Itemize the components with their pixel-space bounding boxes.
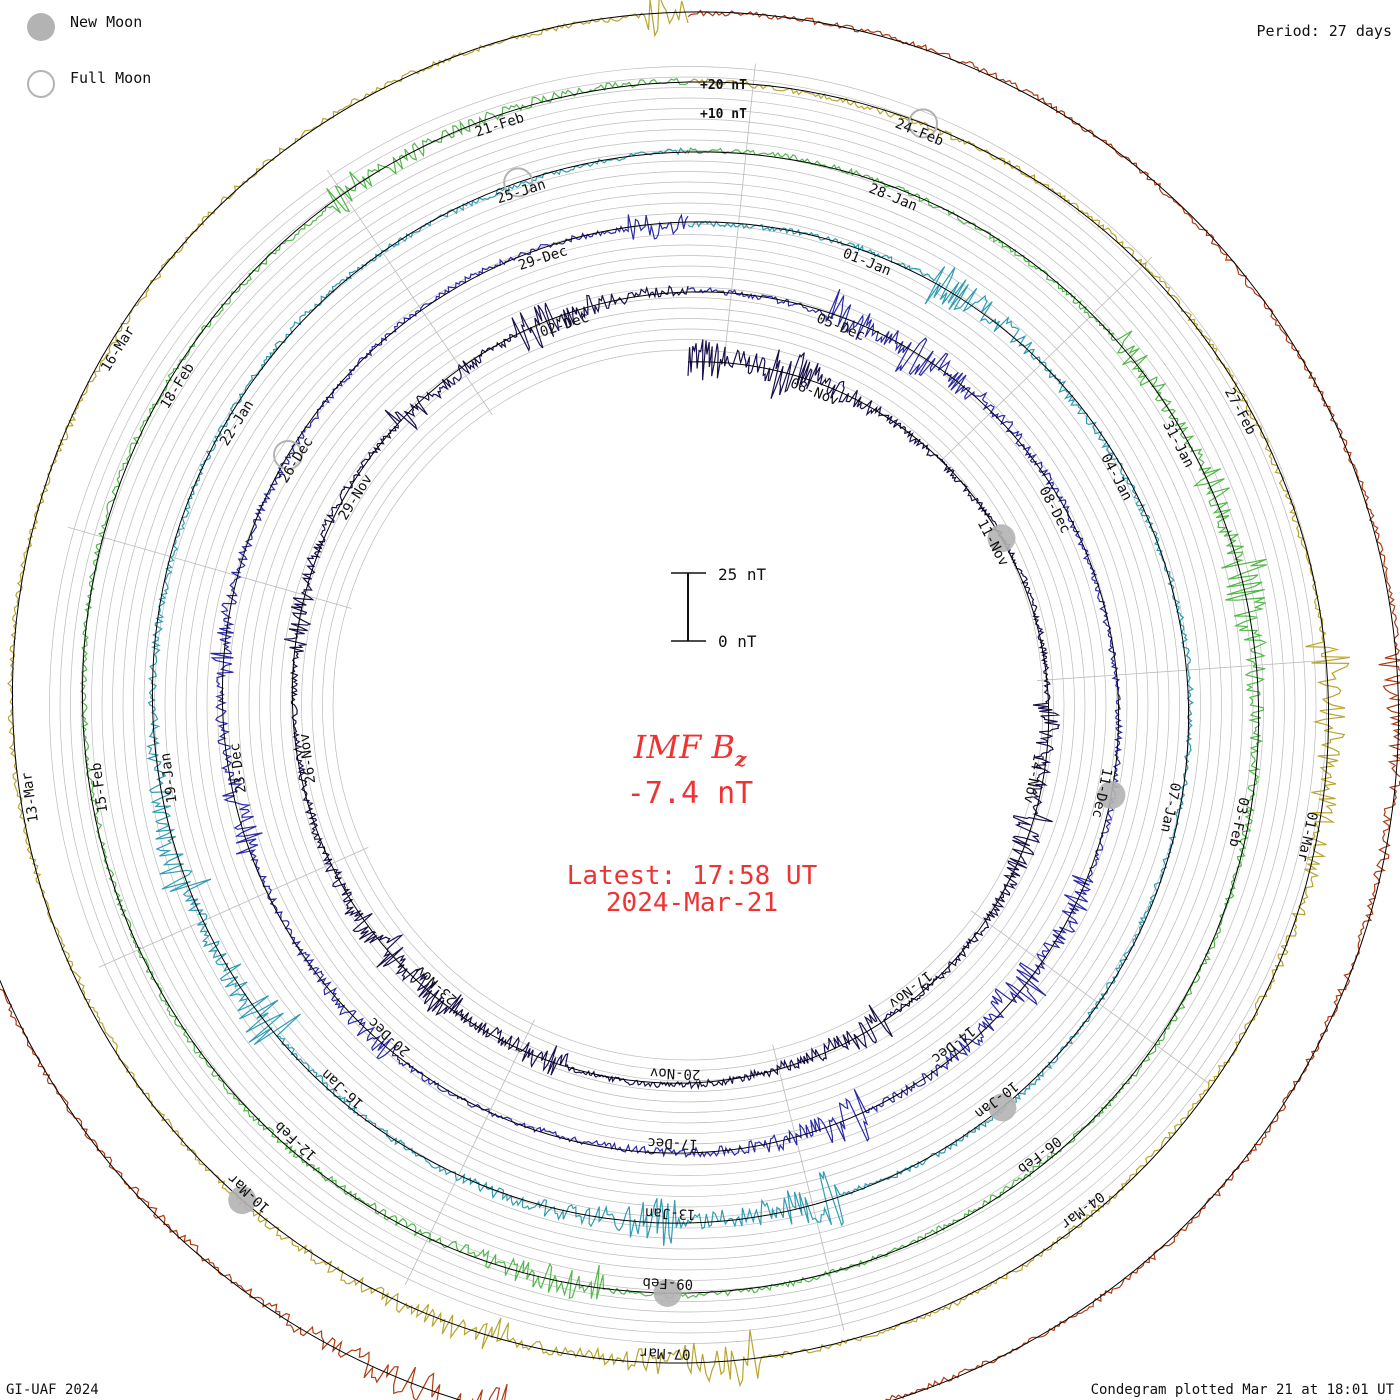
trace-rotation-1	[283, 285, 1061, 1090]
zero-line-rotation-6	[0, 11, 1400, 1400]
plotted-timestamp: Condegram plotted Mar 21 at 18:01 UT	[1090, 1382, 1394, 1398]
trace-rotation-6	[0, 9, 1400, 1400]
date-label: 15-Feb	[88, 762, 111, 814]
date-label: 04-Mar	[1058, 1188, 1108, 1232]
trace-rotation-2	[210, 213, 1124, 1158]
grid-ring	[185, 202, 1191, 1208]
center-latest: Latest: 17:58 UT	[567, 861, 818, 891]
trace-rotation-5	[7, 0, 1350, 1388]
grid-ring	[227, 244, 1149, 1166]
trace-rotation-4	[79, 77, 1267, 1300]
date-label: 09-Feb	[642, 1274, 693, 1292]
moon-markers	[228, 108, 1126, 1307]
zero-line-rotation-2	[221, 221, 1120, 1154]
full-moon-icon	[27, 70, 55, 98]
grid-ring	[259, 276, 1117, 1134]
grid-ring	[154, 171, 1222, 1239]
grid-ring	[70, 87, 1306, 1323]
grid-spoke	[939, 256, 1153, 463]
center-title-sub: z	[734, 747, 747, 771]
grid-spoke	[326, 170, 493, 416]
date-label: 04-Jan	[1097, 451, 1135, 503]
grid-ring	[101, 118, 1275, 1292]
grid-ring	[112, 129, 1264, 1281]
scale-bar: 25 nT 0 nT	[671, 565, 767, 651]
date-label: 07-Jan	[1157, 781, 1183, 834]
grid-ring	[91, 108, 1285, 1302]
grid-ring	[143, 160, 1233, 1250]
scale-bottom-label: 0 nT	[718, 632, 757, 651]
grid-ring	[301, 318, 1075, 1092]
grid-spoke	[970, 910, 1211, 1085]
date-label: 26-Nov	[296, 732, 319, 784]
center-title: IMF Bz	[633, 728, 747, 771]
grid-ring	[80, 97, 1296, 1313]
grid-ring	[196, 213, 1180, 1197]
date-label: 19-Jan	[158, 752, 181, 804]
date-label: 20-Dec	[365, 1014, 413, 1060]
new-moon-marker	[988, 1093, 1017, 1122]
grid-spoke	[1037, 659, 1332, 681]
ring-label-plus10: +10 nT	[700, 107, 747, 122]
grid-ring	[311, 328, 1065, 1082]
zero-line-rotation-4	[81, 81, 1260, 1294]
new-moon-marker	[228, 1186, 257, 1215]
grid-spoke	[98, 846, 369, 968]
grid-ring	[290, 307, 1086, 1103]
grid-spokes	[67, 63, 1332, 1331]
legend-full-moon-label: Full Moon	[70, 69, 152, 87]
grid-spoke	[724, 63, 756, 357]
grid-ring	[164, 181, 1212, 1229]
date-label: 29-Nov	[336, 472, 376, 523]
date-label: 01-Jan	[840, 246, 893, 280]
date-label: 16-Jan	[318, 1066, 366, 1112]
center-title-main: IMF B	[633, 728, 735, 766]
grid-ring	[206, 223, 1170, 1187]
date-label: 17-Dec	[647, 1134, 698, 1152]
scale-top-label: 25 nT	[718, 565, 767, 584]
grid-spoke	[404, 1019, 535, 1285]
full-moon-marker	[503, 167, 534, 198]
date-label: 13-Mar	[19, 771, 42, 823]
center-date: 2024-Mar-21	[606, 888, 778, 918]
new-moon-marker	[653, 1279, 682, 1307]
legend-new-moon-label: New Moon	[70, 13, 143, 31]
grid-ring	[49, 66, 1327, 1344]
date-label: 20-Nov	[650, 1064, 701, 1082]
ring-label-plus20: +20 nT	[700, 78, 747, 93]
zero-line-rotation-3	[151, 151, 1190, 1224]
date-label: 27-Feb	[1221, 385, 1259, 437]
grid-ring	[217, 234, 1159, 1176]
grid-ring	[248, 265, 1128, 1145]
date-label: 23-Dec	[227, 742, 250, 794]
grid-spoke	[772, 1044, 845, 1331]
date-label: 08-Nov	[788, 375, 841, 409]
grid-ring	[322, 339, 1054, 1071]
date-label: 14-Nov	[1020, 752, 1046, 805]
credit-label: GI-UAF 2024	[6, 1382, 99, 1398]
new-moon-marker	[987, 524, 1016, 553]
date-label: 01-Mar	[1294, 810, 1320, 863]
grid-spoke	[67, 526, 352, 609]
period-label: Period: 27 days	[1256, 22, 1392, 40]
new-moon-icon	[27, 13, 55, 41]
grid-ring	[332, 349, 1044, 1061]
grid-ring	[175, 192, 1201, 1218]
grid-ring	[280, 297, 1096, 1113]
date-label: 11-Dec	[1089, 767, 1115, 820]
grid-ring	[59, 76, 1317, 1334]
full-moon-marker	[273, 440, 303, 470]
center-value: -7.4 nT	[627, 776, 753, 811]
date-label: 13-Jan	[645, 1204, 696, 1222]
date-label: 23-Nov	[412, 962, 460, 1008]
new-moon-marker	[1097, 781, 1126, 809]
zero-line-rotation-5	[12, 11, 1329, 1364]
date-label: 07-Mar	[640, 1344, 691, 1362]
trace-rotation-3	[146, 147, 1194, 1246]
full-moon-marker	[908, 108, 938, 139]
